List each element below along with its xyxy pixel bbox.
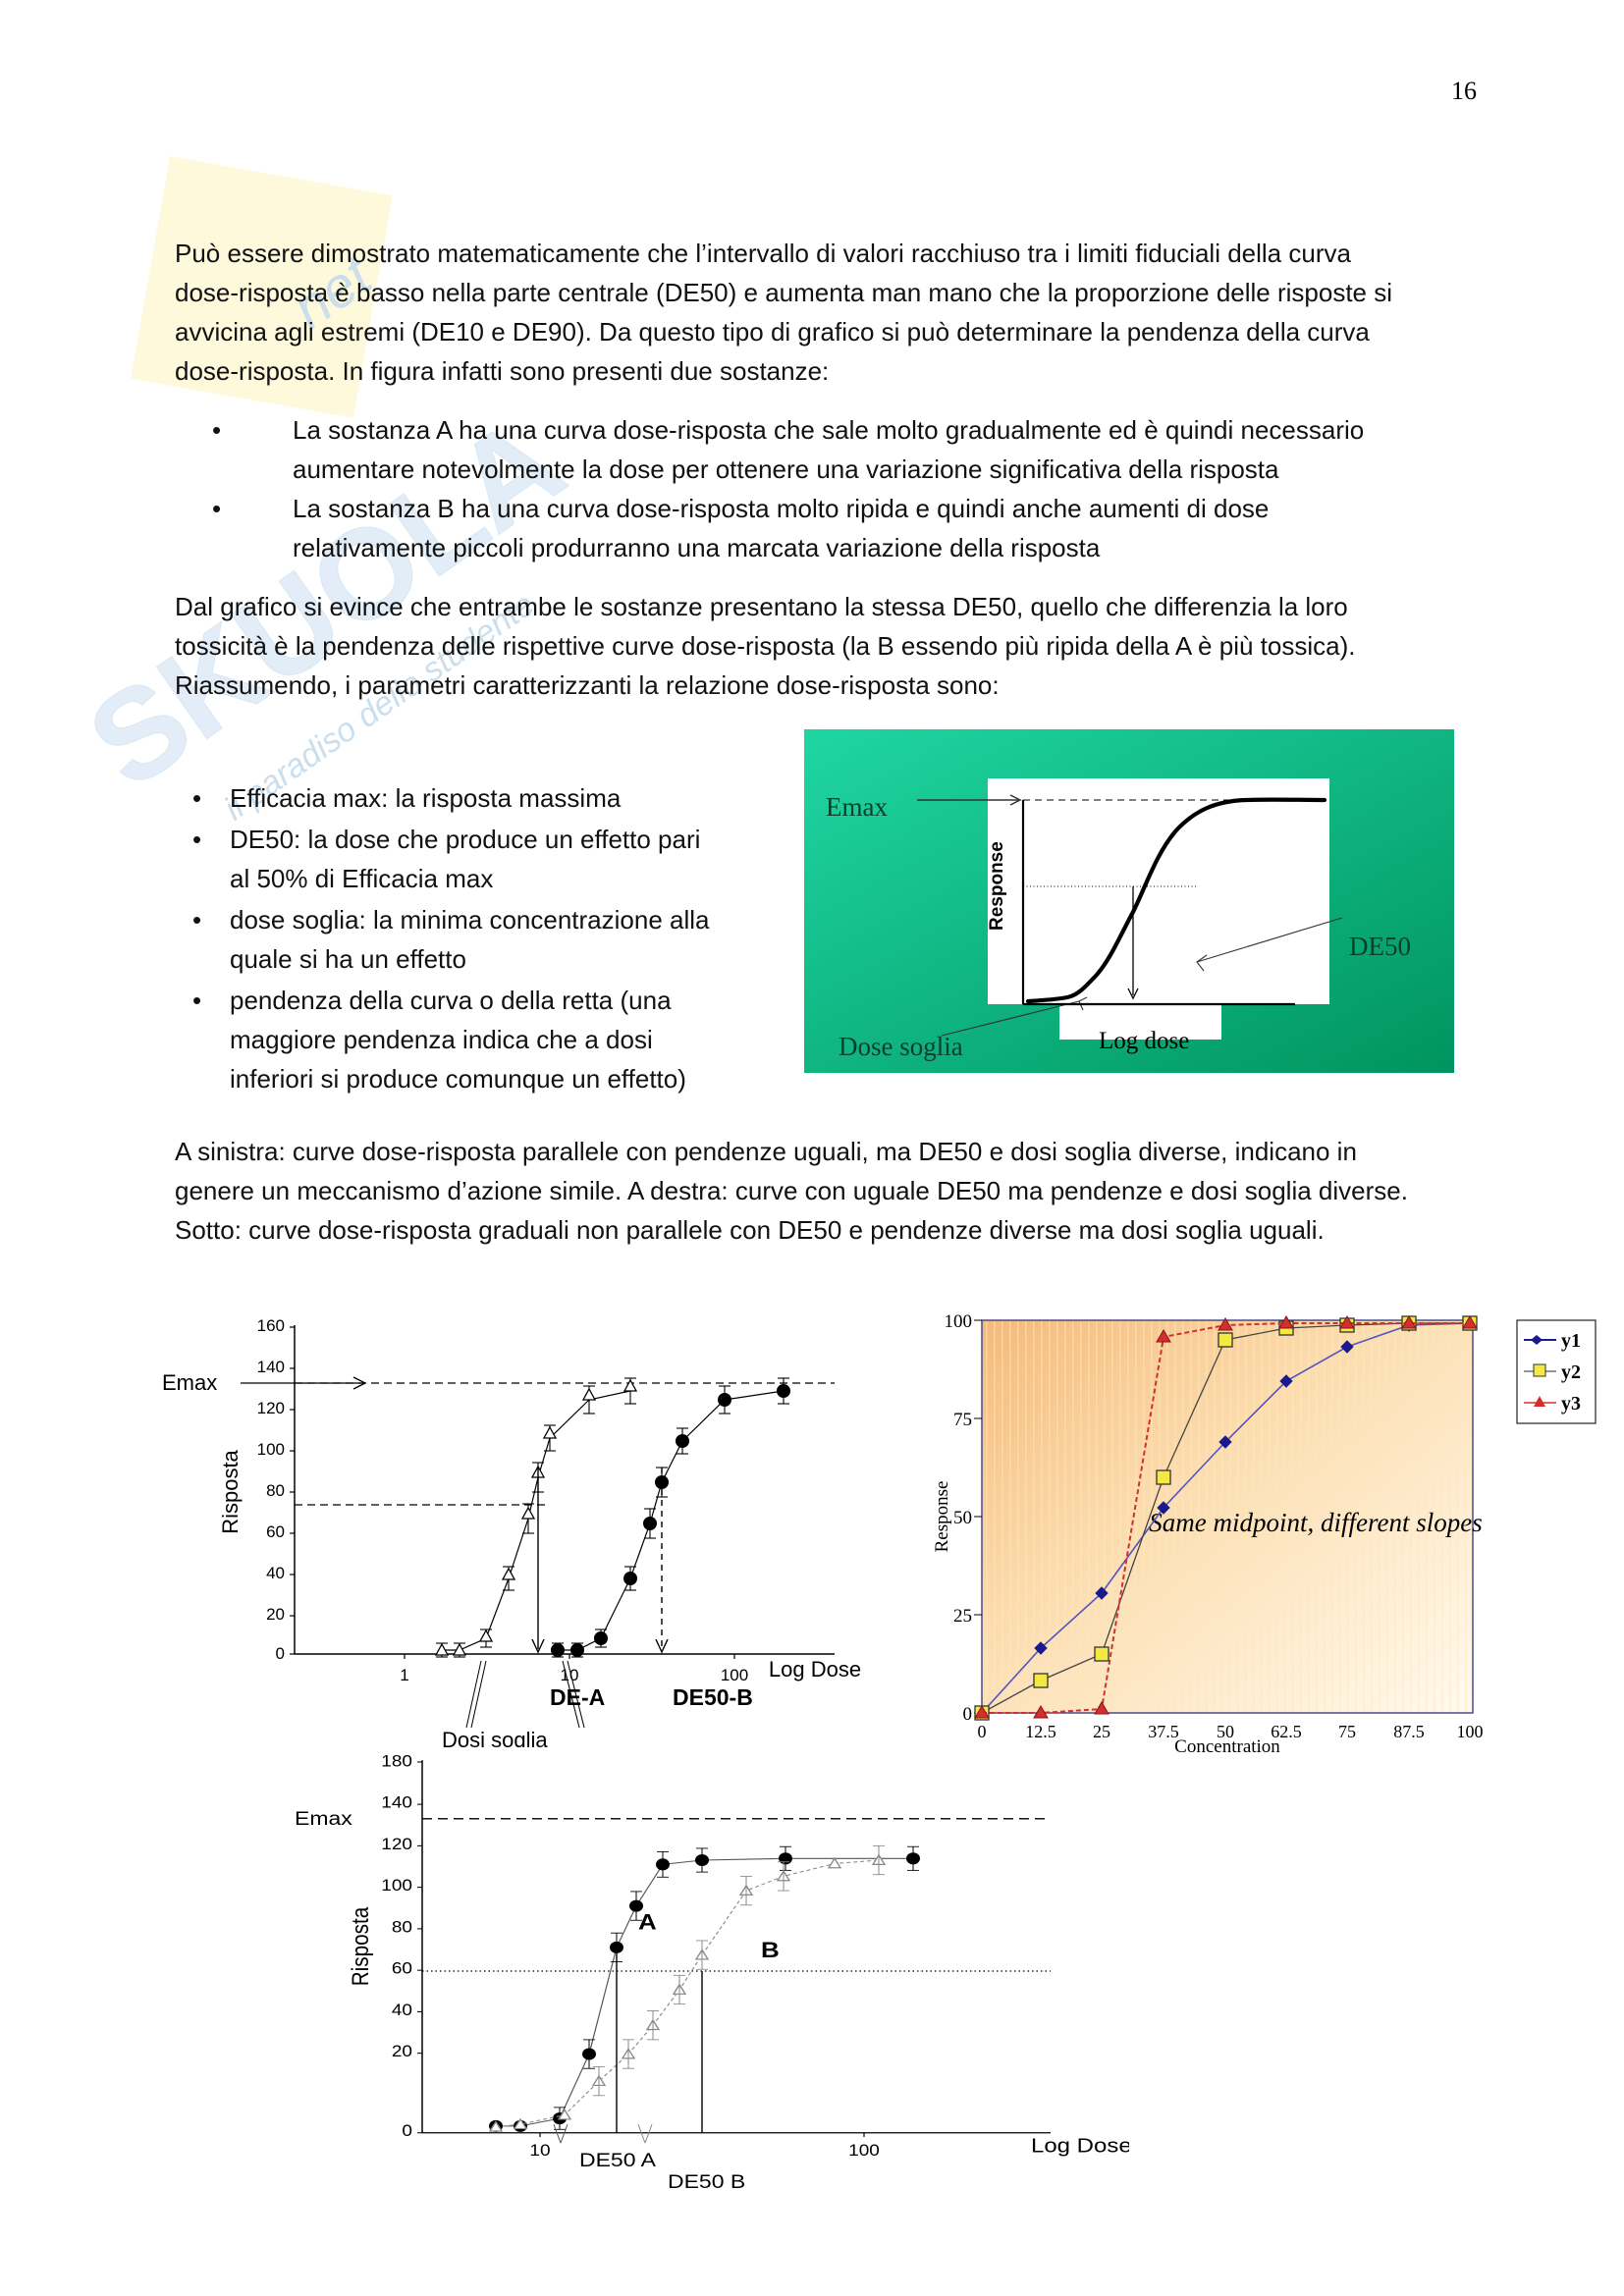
svg-text:100: 100 xyxy=(257,1440,285,1459)
svg-text:120: 120 xyxy=(381,1835,412,1852)
svg-text:25: 25 xyxy=(1093,1722,1110,1741)
svg-text:0: 0 xyxy=(963,1704,973,1725)
svg-text:100: 100 xyxy=(945,1311,973,1332)
svg-text:Risposta: Risposta xyxy=(218,1449,243,1533)
svg-text:40: 40 xyxy=(392,2001,412,2018)
svg-text:Emax: Emax xyxy=(826,792,888,822)
svg-text:100: 100 xyxy=(721,1666,748,1684)
svg-text:80: 80 xyxy=(266,1481,285,1500)
svg-text:Emax: Emax xyxy=(295,1807,352,1829)
svg-text:0: 0 xyxy=(402,2121,412,2139)
svg-text:Risposta: Risposta xyxy=(348,1906,374,1986)
svg-text:DE-A: DE-A xyxy=(550,1684,605,1710)
svg-text:Response: Response xyxy=(932,1481,952,1553)
svg-text:y1: y1 xyxy=(1561,1330,1581,1352)
svg-text:1: 1 xyxy=(400,1666,408,1684)
svg-text:DE50: DE50 xyxy=(1349,932,1411,961)
svg-text:60: 60 xyxy=(392,1959,412,1977)
svg-text:y3: y3 xyxy=(1561,1393,1581,1415)
svg-text:100: 100 xyxy=(848,2141,880,2159)
svg-text:180: 180 xyxy=(381,1752,412,1770)
svg-text:87.5: 87.5 xyxy=(1393,1722,1425,1741)
svg-text:y2: y2 xyxy=(1561,1362,1581,1383)
svg-text:DE50 A: DE50 A xyxy=(579,2150,657,2171)
svg-text:Log dose: Log dose xyxy=(1099,1028,1189,1054)
svg-text:25: 25 xyxy=(953,1606,972,1627)
svg-text:20: 20 xyxy=(392,2042,412,2059)
svg-text:Emax: Emax xyxy=(162,1370,217,1395)
svg-text:140: 140 xyxy=(381,1793,412,1811)
svg-text:Log Dose: Log Dose xyxy=(1031,2134,1129,2157)
svg-text:0: 0 xyxy=(276,1644,285,1663)
svg-text:Concentration: Concentration xyxy=(1174,1736,1280,1752)
svg-text:60: 60 xyxy=(266,1522,285,1541)
svg-text:75: 75 xyxy=(1338,1722,1356,1741)
svg-text:100: 100 xyxy=(1457,1722,1484,1741)
svg-text:DE50 B: DE50 B xyxy=(668,2170,745,2192)
svg-text:100: 100 xyxy=(381,1876,412,1894)
svg-text:10: 10 xyxy=(529,2141,550,2159)
svg-text:20: 20 xyxy=(266,1605,285,1624)
svg-text:120: 120 xyxy=(257,1399,285,1417)
svg-text:0: 0 xyxy=(978,1722,987,1741)
svg-text:A: A xyxy=(638,1910,657,1935)
svg-text:B: B xyxy=(761,1939,780,1963)
svg-text:DE50-B: DE50-B xyxy=(673,1684,753,1710)
svg-text:12.5: 12.5 xyxy=(1025,1722,1056,1741)
svg-text:Response: Response xyxy=(987,841,1007,931)
svg-text:Same midpoint, different slope: Same midpoint, different slopes xyxy=(1149,1508,1482,1537)
svg-text:80: 80 xyxy=(392,1918,412,1936)
svg-text:140: 140 xyxy=(257,1358,285,1376)
svg-text:40: 40 xyxy=(266,1564,285,1582)
svg-text:Log Dose: Log Dose xyxy=(769,1657,861,1682)
svg-text:50: 50 xyxy=(953,1508,972,1528)
svg-text:160: 160 xyxy=(257,1316,285,1335)
svg-text:75: 75 xyxy=(953,1410,972,1430)
svg-text:Dose soglia: Dose soglia xyxy=(839,1032,963,1061)
